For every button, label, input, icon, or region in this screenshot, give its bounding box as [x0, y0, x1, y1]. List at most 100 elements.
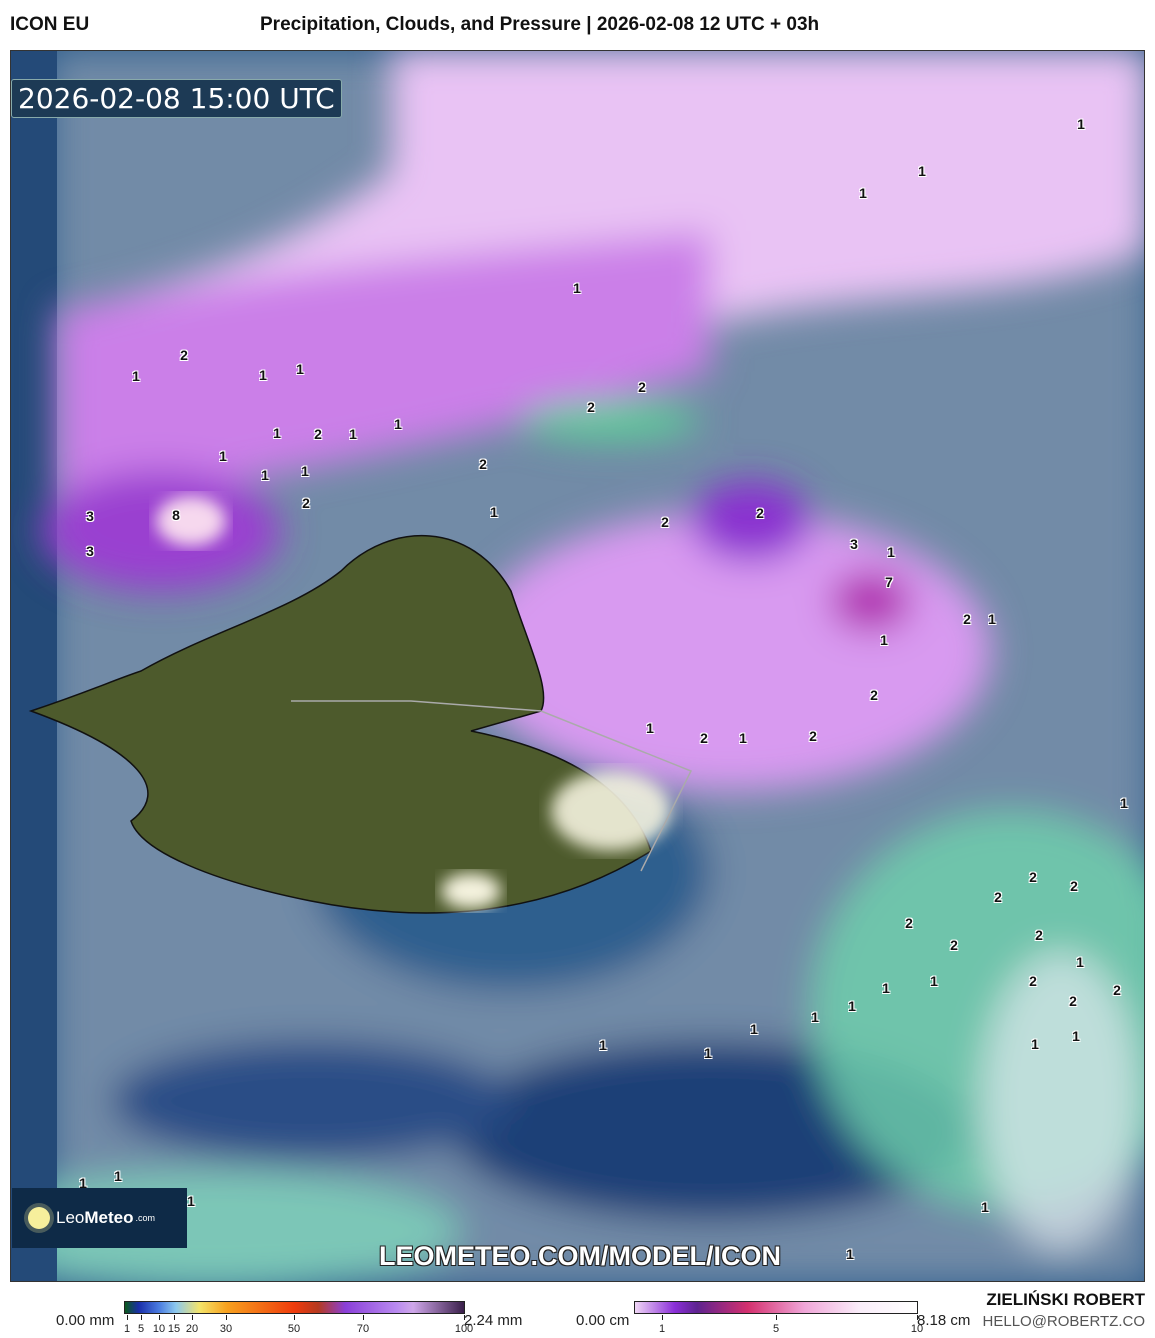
precip-value: 1 — [1076, 954, 1084, 970]
rain-legend-min: 0.00 mm — [56, 1312, 115, 1329]
rain-legend-max: 2.24 mm — [464, 1312, 523, 1329]
precip-value: 1 — [988, 611, 996, 627]
precip-value: 2 — [756, 505, 764, 521]
precip-value: 2 — [994, 889, 1002, 905]
precip-value: 3 — [86, 543, 94, 559]
precip-value: 2 — [302, 495, 310, 511]
rain-tick-label: 10 — [152, 1323, 166, 1335]
tick-mark — [776, 1315, 777, 1320]
tick-mark — [294, 1315, 295, 1320]
weather-map[interactable]: 2026-02-08 15:00 UTC 1 1 1 1 2 1 1 1 2 2 1 2 1 1 1 2 1 1 2… — [10, 50, 1145, 1282]
precip-value: 2 — [661, 514, 669, 530]
precip-value: 1 — [1072, 1028, 1080, 1044]
border-lines — [291, 700, 693, 872]
author-email[interactable]: HELLO@ROBERTZ.CO — [982, 1313, 1145, 1330]
rain-color-scale — [124, 1301, 465, 1314]
precip-value: 1 — [646, 720, 654, 736]
tick-mark — [174, 1315, 175, 1320]
precip-value: 1 — [1077, 116, 1085, 132]
precip-value: 2 — [1113, 982, 1121, 998]
tick-mark — [662, 1315, 663, 1320]
precip-value: 1 — [704, 1045, 712, 1061]
precip-value: 1 — [811, 1009, 819, 1025]
precip-value: 1 — [887, 544, 895, 560]
rain-tick-label: 20 — [185, 1323, 199, 1335]
rain-tick-label: 1 — [123, 1323, 131, 1335]
map-background — [11, 51, 1144, 1281]
precip-value: 1 — [882, 980, 890, 996]
precip-value: 3 — [86, 508, 94, 524]
snow-tick-label: 10 — [910, 1323, 924, 1335]
precip-value: 1 — [930, 973, 938, 989]
rain-tick-label: 30 — [219, 1323, 233, 1335]
snow-tick-label: 5 — [772, 1323, 780, 1335]
precip-value: 1 — [301, 463, 309, 479]
watermark-url: LEOMETEO.COM/MODEL/ICON — [379, 1241, 781, 1271]
tick-mark — [127, 1315, 128, 1320]
precip-value: 2 — [905, 915, 913, 931]
left-strip — [11, 51, 57, 1281]
model-name: ICON EU — [10, 14, 90, 35]
precip-value: 1 — [296, 361, 304, 377]
precip-value: 2 — [587, 399, 595, 415]
precip-value: 2 — [1069, 993, 1077, 1009]
precip-value: 1 — [918, 163, 926, 179]
snow-tick-label: 1 — [658, 1323, 666, 1335]
precip-value: 2 — [700, 730, 708, 746]
precip-value: 1 — [349, 426, 357, 442]
precip-value: 2 — [479, 456, 487, 472]
precip-value: 1 — [1120, 795, 1128, 811]
tick-mark — [917, 1315, 918, 1320]
precip-value: 1 — [114, 1168, 122, 1184]
snow-color-scale — [634, 1301, 918, 1314]
precip-value: 1 — [981, 1199, 989, 1215]
precip-value: 1 — [490, 504, 498, 520]
precip-value: 7 — [885, 574, 893, 590]
precip-value: 1 — [187, 1193, 195, 1209]
precip-value: 2 — [1029, 973, 1037, 989]
precip-value: 1 — [599, 1037, 607, 1053]
tick-mark — [192, 1315, 193, 1320]
precip-value: 2 — [314, 426, 322, 442]
valid-time-label: 2026-02-08 15:00 UTC — [11, 79, 342, 118]
rain-tick-label: 70 — [356, 1323, 370, 1335]
precip-value: 1 — [261, 467, 269, 483]
logo-suffix: .com — [135, 1213, 156, 1223]
precip-value: 1 — [739, 730, 747, 746]
rain-tick-label: 5 — [137, 1323, 145, 1335]
precip-value: 1 — [1031, 1036, 1039, 1052]
logo-text-bold: Meteo — [84, 1208, 134, 1227]
precip-value: 1 — [573, 280, 581, 296]
precip-value: 1 — [273, 425, 281, 441]
precip-value: 1 — [880, 632, 888, 648]
rain-tick-label: 15 — [167, 1323, 181, 1335]
precip-value: 2 — [1035, 927, 1043, 943]
precip-layer — [41, 51, 1144, 791]
precip-value: 1 — [848, 998, 856, 1014]
precip-value: 3 — [850, 536, 858, 552]
precip-value: 2 — [870, 687, 878, 703]
chart-title: Precipitation, Clouds, and Pressure | 20… — [260, 14, 820, 35]
tick-mark — [464, 1315, 465, 1320]
precip-value: 2 — [1070, 878, 1078, 894]
precip-value: 8 — [172, 507, 180, 523]
precip-value: 1 — [259, 367, 267, 383]
precip-value: 1 — [750, 1021, 758, 1037]
snow-legend-max: 8.18 cm — [917, 1312, 971, 1329]
tick-mark — [363, 1315, 364, 1320]
precip-value: 2 — [638, 379, 646, 395]
logo-text-light: Leo — [56, 1208, 85, 1227]
precip-value: 2 — [809, 728, 817, 744]
tick-mark — [141, 1315, 142, 1320]
precip-value: 2 — [950, 937, 958, 953]
snow-legend-min: 0.00 cm — [576, 1312, 630, 1329]
leometeo-logo[interactable]: Leo Meteo .com — [12, 1188, 187, 1248]
sun-icon — [28, 1207, 50, 1229]
rain-tick-label: 100 — [454, 1323, 474, 1335]
precip-value: 1 — [846, 1246, 854, 1262]
precip-value: 2 — [180, 347, 188, 363]
tick-mark — [159, 1315, 160, 1320]
precip-value: 1 — [132, 368, 140, 384]
precip-value: 2 — [963, 611, 971, 627]
author-name: ZIELIŃSKI ROBERT — [986, 1290, 1145, 1309]
